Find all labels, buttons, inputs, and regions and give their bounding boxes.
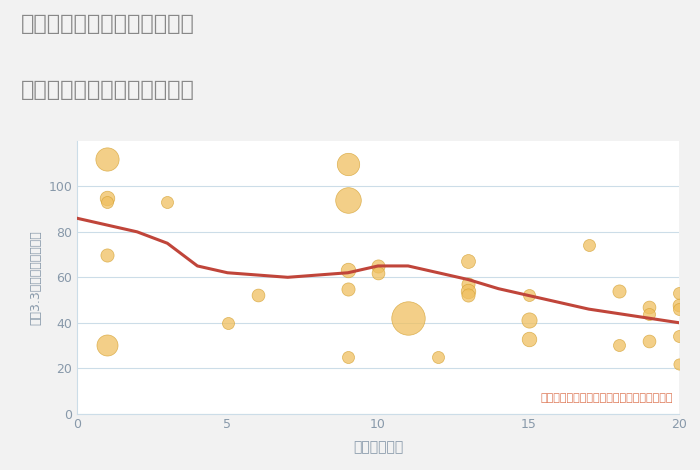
Y-axis label: 坪（3.3㎡）単価（万円）: 坪（3.3㎡）単価（万円） [29, 230, 43, 325]
Point [342, 196, 354, 204]
Point [523, 335, 534, 342]
Point [433, 353, 444, 360]
Text: 円の大きさは、取引のあった物件面積を示す: 円の大きさは、取引のあった物件面積を示す [540, 393, 673, 403]
Point [673, 360, 685, 368]
Point [523, 317, 534, 324]
Point [372, 269, 384, 276]
Text: 大阪府堺市中区八田南之町の: 大阪府堺市中区八田南之町の [21, 14, 195, 34]
Point [583, 242, 594, 249]
X-axis label: 駅距離（分）: 駅距離（分） [353, 440, 403, 454]
Point [673, 333, 685, 340]
Point [342, 353, 354, 360]
Point [673, 290, 685, 297]
Point [102, 194, 113, 202]
Point [342, 160, 354, 167]
Point [643, 310, 655, 317]
Point [613, 287, 624, 295]
Point [613, 342, 624, 349]
Point [463, 287, 474, 295]
Point [372, 262, 384, 270]
Point [402, 314, 414, 322]
Point [102, 198, 113, 206]
Point [673, 301, 685, 308]
Point [102, 156, 113, 163]
Point [252, 292, 263, 299]
Point [342, 285, 354, 292]
Point [222, 319, 233, 327]
Point [463, 258, 474, 265]
Point [102, 251, 113, 258]
Text: 駅距離別中古マンション価格: 駅距離別中古マンション価格 [21, 80, 195, 100]
Point [102, 342, 113, 349]
Point [463, 292, 474, 299]
Point [523, 292, 534, 299]
Point [463, 280, 474, 288]
Point [673, 306, 685, 313]
Point [342, 266, 354, 274]
Point [643, 303, 655, 311]
Point [643, 337, 655, 345]
Point [162, 198, 173, 206]
